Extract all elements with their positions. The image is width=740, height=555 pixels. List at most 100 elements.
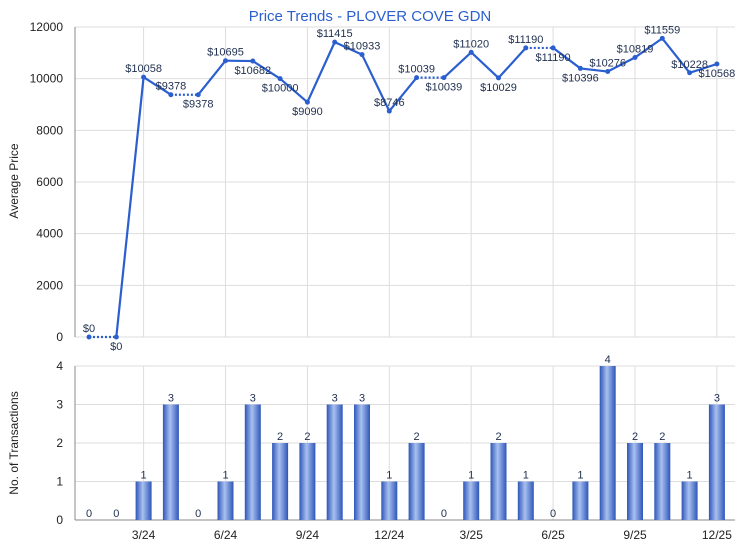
transaction-bar xyxy=(627,443,643,520)
price-data-label: $10819 xyxy=(617,44,654,56)
x-tick-label: 6/25 xyxy=(541,528,565,542)
price-point xyxy=(223,58,228,63)
y-tick-label: 10000 xyxy=(30,72,64,86)
transaction-data-label: 1 xyxy=(468,470,474,482)
price-line-segment xyxy=(444,52,471,77)
transaction-data-label: 1 xyxy=(222,470,228,482)
price-data-label: $0 xyxy=(83,323,95,335)
y-tick-label: 12000 xyxy=(30,20,64,34)
y-tick-label: 3 xyxy=(56,398,63,412)
price-line-segment xyxy=(116,77,143,337)
transaction-data-label: 4 xyxy=(605,354,611,366)
x-tick-label: 9/25 xyxy=(623,528,647,542)
transaction-data-label: 0 xyxy=(550,508,556,520)
transaction-data-label: 3 xyxy=(714,393,720,405)
transaction-data-label: 3 xyxy=(168,393,174,405)
price-data-label: $10039 xyxy=(398,64,435,76)
transaction-data-label: 3 xyxy=(250,393,256,405)
transaction-data-label: 1 xyxy=(386,470,392,482)
y-tick-label: 2000 xyxy=(36,278,63,292)
transaction-data-label: 1 xyxy=(577,470,583,482)
transaction-data-label: 0 xyxy=(441,508,447,520)
price-data-label: $9378 xyxy=(183,99,214,111)
transaction-data-label: 3 xyxy=(332,393,338,405)
price-data-label: $10058 xyxy=(125,63,162,75)
price-data-label: $11020 xyxy=(453,38,489,50)
price-point xyxy=(278,76,283,81)
x-tick-label: 3/25 xyxy=(460,528,484,542)
transaction-data-label: 0 xyxy=(86,508,92,520)
price-point xyxy=(141,75,146,80)
price-line-segment xyxy=(499,48,526,78)
transaction-bar xyxy=(572,482,588,521)
price-point xyxy=(605,69,610,74)
x-tick-label: 6/24 xyxy=(214,528,238,542)
price-point xyxy=(551,45,556,50)
price-point xyxy=(360,52,365,57)
transaction-data-label: 2 xyxy=(414,431,420,443)
y-tick-label: 0 xyxy=(56,330,63,344)
price-point xyxy=(168,92,173,97)
price-line-segment xyxy=(198,61,225,95)
price-point xyxy=(469,50,474,55)
transaction-bar xyxy=(136,482,152,521)
price-point xyxy=(633,55,638,60)
transaction-bar xyxy=(354,405,370,521)
price-data-label: $11190 xyxy=(536,52,571,64)
price-point xyxy=(687,70,692,75)
price-data-label: $11415 xyxy=(317,28,353,40)
transaction-bar xyxy=(218,482,234,521)
chart-title: Price Trends - PLOVER COVE GDN xyxy=(249,8,492,25)
transaction-data-label: 2 xyxy=(304,431,310,443)
transaction-data-label: 1 xyxy=(141,470,147,482)
price-data-label: $9090 xyxy=(292,106,323,118)
transaction-data-label: 2 xyxy=(495,431,501,443)
price-point xyxy=(578,66,583,71)
transaction-bar xyxy=(600,366,616,520)
price-point xyxy=(441,75,446,80)
price-data-label: $8746 xyxy=(374,97,405,109)
price-data-label: $9378 xyxy=(156,81,187,93)
transaction-bar xyxy=(463,482,479,521)
price-point xyxy=(305,100,310,105)
price-point xyxy=(523,45,528,50)
transaction-bar xyxy=(409,443,425,520)
transaction-bar xyxy=(245,405,261,521)
price-data-label: $0 xyxy=(110,341,122,353)
price-point xyxy=(414,75,419,80)
price-data-label: $10039 xyxy=(426,82,463,94)
x-tick-label: 12/25 xyxy=(702,528,732,542)
transaction-data-label: 0 xyxy=(195,508,201,520)
transaction-data-label: 3 xyxy=(359,393,365,405)
y-tick-label: 6000 xyxy=(36,175,63,189)
price-data-label: $10000 xyxy=(262,83,299,95)
price-line-segment xyxy=(307,42,334,102)
price-point xyxy=(332,40,337,45)
transaction-data-label: 1 xyxy=(687,470,693,482)
transaction-bar xyxy=(654,443,670,520)
price-point xyxy=(250,59,255,64)
price-data-label: $10568 xyxy=(699,68,736,80)
x-tick-label: 9/24 xyxy=(296,528,320,542)
transaction-data-label: 2 xyxy=(277,431,283,443)
transaction-data-label: 0 xyxy=(113,508,119,520)
transaction-bar xyxy=(381,482,397,521)
price-data-label: $10933 xyxy=(344,41,381,53)
transaction-bar xyxy=(709,405,725,521)
price-point xyxy=(87,335,92,340)
transaction-data-label: 1 xyxy=(523,470,529,482)
price-data-label: $11559 xyxy=(644,24,680,36)
transaction-bar xyxy=(299,443,315,520)
price-data-label: $10396 xyxy=(562,72,599,84)
price-y-axis-label: Average Price xyxy=(7,143,21,218)
price-data-label: $10682 xyxy=(234,65,271,77)
price-data-label: $10276 xyxy=(589,58,626,70)
transaction-bar xyxy=(327,405,343,521)
price-point xyxy=(496,75,501,80)
price-point xyxy=(660,36,665,41)
transaction-bar xyxy=(491,443,507,520)
transaction-bar xyxy=(518,482,534,521)
transaction-data-label: 2 xyxy=(632,431,638,443)
